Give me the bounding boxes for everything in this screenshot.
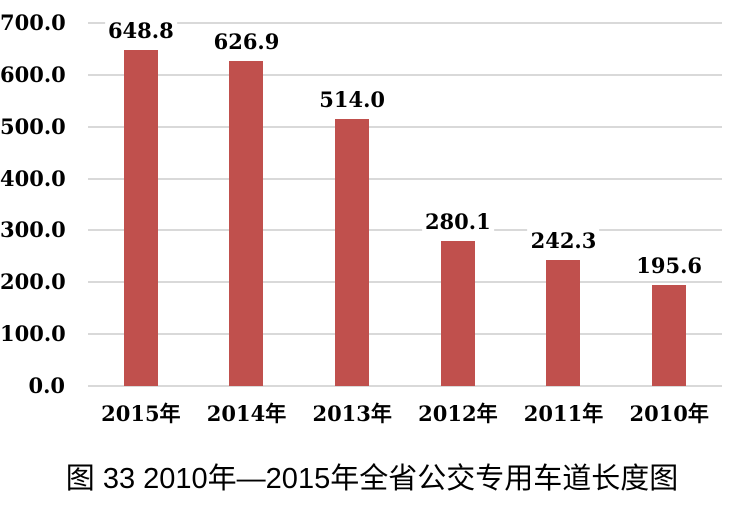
y-axis-tick-label: 600.0 [0, 61, 66, 87]
y-axis: 0.0 100.0 200.0 300.0 400.0 500.0 600.0 700.0 [0, 0, 66, 523]
y-axis-tick-label: 700.0 [0, 10, 66, 35]
gridline [88, 125, 722, 128]
bar-column: 242.3 [511, 23, 617, 386]
x-axis-tick-label: 2011年 [523, 401, 604, 426]
bar [546, 260, 581, 386]
bar [335, 119, 370, 386]
y-axis-tick-label: 0.0 [28, 373, 65, 398]
gridline [88, 385, 722, 387]
x-axis-tick-label: 2013年 [312, 401, 392, 426]
bar-column: 648.8 [88, 18, 194, 386]
x-axis-tick-label: 2012年 [418, 401, 498, 426]
bar-value-label: 626.9 [210, 29, 283, 54]
gridline [88, 281, 722, 284]
chart-caption: 图 33 2010年—2015年全省公交专用车道长度图 [65, 463, 679, 495]
bar-column: 280.1 [405, 23, 511, 386]
x-axis-tick-label: 2014年 [206, 401, 287, 426]
gridline [88, 177, 722, 180]
gridline [88, 22, 722, 24]
bar [440, 240, 475, 386]
x-axis-tick-label: 2010年 [629, 401, 709, 426]
bar [652, 284, 687, 386]
plot-area: 648.8 626.9 514.0 280.1 242.3 195.6 [88, 18, 722, 387]
bar-value-label: 648.8 [104, 18, 177, 43]
gridline [88, 73, 722, 76]
bar-column: 514.0 [299, 23, 405, 386]
bar-column: 626.9 [194, 23, 300, 386]
bar-value-label: 195.6 [633, 253, 706, 278]
bar-column: 195.6 [616, 23, 722, 386]
y-axis-tick-label: 500.0 [0, 113, 66, 139]
y-axis-tick-label: 300.0 [0, 217, 66, 243]
bar [229, 60, 264, 386]
gridline [88, 229, 722, 232]
y-axis-tick-label: 200.0 [0, 269, 66, 295]
x-axis: 2015年 2014年 2013年 2012年 2011年 2010年 [88, 401, 722, 427]
bar-value-label: 280.1 [421, 209, 494, 234]
y-axis-tick-label: 100.0 [0, 321, 66, 347]
bar [123, 49, 158, 386]
gridline [88, 333, 722, 336]
bar-value-label: 242.3 [527, 229, 600, 254]
y-axis-tick-label: 400.0 [0, 165, 66, 191]
bar-value-label: 514.0 [316, 88, 389, 113]
x-axis-tick-label: 2015年 [101, 401, 181, 426]
